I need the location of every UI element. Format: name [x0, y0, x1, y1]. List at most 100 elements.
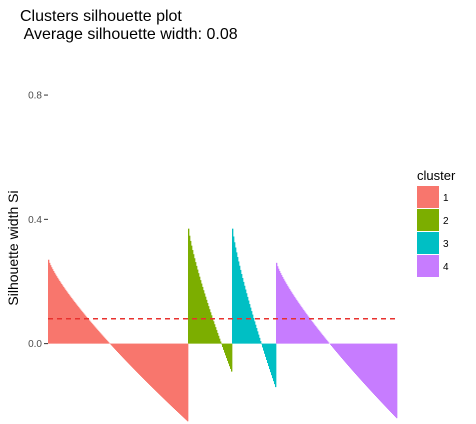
- silhouette-bar-cluster-4: [304, 311, 306, 344]
- silhouette-bar-cluster-2: [222, 343, 224, 348]
- silhouette-bar-cluster-1: [86, 316, 88, 344]
- silhouette-bar-cluster-4: [376, 343, 378, 398]
- silhouette-bar-cluster-4: [288, 287, 290, 344]
- silhouette-bar-cluster-2: [223, 343, 225, 350]
- silhouette-bar-cluster-1: [179, 343, 181, 414]
- silhouette-bar-cluster-1: [168, 343, 170, 404]
- silhouette-bar-cluster-1: [148, 343, 150, 384]
- silhouette-bar-cluster-2: [190, 240, 192, 344]
- silhouette-bar-cluster-2: [197, 269, 199, 344]
- silhouette-bar-cluster-1: [135, 343, 137, 371]
- silhouette-bar-cluster-1: [104, 337, 106, 344]
- silhouette-bar-cluster-1: [125, 343, 127, 361]
- silhouette-bar-cluster-1: [129, 343, 131, 365]
- silhouette-bar-cluster-1: [73, 300, 75, 344]
- silhouette-bar-cluster-4: [295, 298, 297, 344]
- silhouette-bar-cluster-4: [336, 343, 338, 353]
- silhouette-bar-cluster-1: [71, 298, 73, 344]
- silhouette-bar-cluster-1: [144, 343, 146, 380]
- silhouette-bar-cluster-1: [145, 343, 147, 381]
- silhouette-bar-cluster-4: [342, 343, 344, 360]
- silhouette-bar-cluster-4: [380, 343, 382, 402]
- silhouette-bar-cluster-3: [251, 311, 253, 344]
- silhouette-bar-cluster-3: [273, 343, 275, 382]
- silhouette-bar-cluster-4: [371, 343, 373, 392]
- silhouette-bar-cluster-4: [361, 343, 363, 381]
- chart-title-line-1: Clusters silhouette plot: [20, 8, 182, 25]
- silhouette-bar-cluster-4: [327, 341, 329, 344]
- silhouette-bar-cluster-1: [133, 343, 135, 369]
- silhouette-bar-cluster-1: [183, 343, 185, 418]
- silhouette-bar-cluster-4: [332, 343, 334, 348]
- silhouette-bar-cluster-1: [72, 299, 74, 344]
- silhouette-bar-cluster-2: [221, 343, 223, 345]
- silhouette-bar-cluster-4: [363, 343, 365, 383]
- y-axis: 0.0 0.4 0.8: [28, 91, 48, 350]
- silhouette-bar-cluster-1: [66, 291, 68, 344]
- silhouette-bar-cluster-2: [230, 343, 232, 369]
- silhouette-bar-cluster-2: [196, 265, 198, 344]
- silhouette-bar-cluster-3: [263, 343, 265, 351]
- silhouette-bar-cluster-1: [130, 343, 132, 366]
- silhouette-bar-cluster-3: [272, 343, 274, 379]
- silhouette-bar-cluster-1: [65, 289, 67, 344]
- y-tick-label: 0.8: [28, 91, 42, 102]
- silhouette-bar-cluster-2: [219, 338, 221, 344]
- silhouette-bar-cluster-4: [338, 343, 340, 355]
- silhouette-bar-cluster-3: [268, 343, 270, 367]
- silhouette-bar-cluster-1: [167, 343, 169, 403]
- silhouette-bar-cluster-2: [208, 306, 210, 344]
- silhouette-bar-cluster-1: [119, 343, 121, 355]
- silhouette-bar-cluster-1: [164, 343, 166, 400]
- legend: cluster 1 2 3 4: [417, 168, 456, 277]
- silhouette-bar-cluster-4: [346, 343, 348, 364]
- silhouette-bar-cluster-1: [100, 333, 102, 344]
- silhouette-bar-cluster-4: [359, 343, 361, 379]
- silhouette-bar-cluster-4: [365, 343, 367, 386]
- silhouette-bar-cluster-4: [348, 343, 350, 367]
- silhouette-bar-cluster-4: [335, 343, 337, 351]
- silhouette-bar-cluster-4: [324, 337, 326, 344]
- silhouette-bar-cluster-4: [279, 270, 281, 344]
- silhouette-bar-cluster-4: [281, 275, 283, 344]
- silhouette-bar-cluster-1: [85, 315, 87, 344]
- silhouette-bar-cluster-4: [372, 343, 374, 393]
- silhouette-bar-cluster-2: [193, 254, 195, 344]
- silhouette-bar-cluster-4: [285, 282, 287, 344]
- silhouette-bar-cluster-4: [339, 343, 341, 356]
- silhouette-bar-cluster-4: [386, 343, 388, 408]
- silhouette-bar-cluster-1: [88, 319, 90, 344]
- silhouette-bar-cluster-1: [70, 296, 72, 344]
- silhouette-bar-cluster-4: [390, 343, 392, 412]
- silhouette-bar-cluster-2: [198, 273, 200, 344]
- silhouette-bar-cluster-4: [277, 266, 279, 344]
- silhouette-bar-cluster-2: [220, 341, 222, 344]
- silhouette-bar-cluster-1: [136, 343, 138, 372]
- silhouette-bar-cluster-4: [323, 336, 325, 344]
- y-tick-label: 0.0: [28, 339, 42, 350]
- silhouette-bar-cluster-1: [79, 308, 81, 344]
- silhouette-bar-cluster-1: [92, 324, 94, 344]
- silhouette-bar-cluster-4: [316, 327, 318, 344]
- silhouette-bar-cluster-3: [266, 343, 268, 360]
- silhouette-bar-cluster-4: [388, 343, 390, 410]
- silhouette-bar-cluster-4: [303, 309, 305, 344]
- silhouette-bar-cluster-1: [142, 343, 144, 378]
- silhouette-bar-cluster-1: [107, 341, 109, 344]
- silhouette-bar-cluster-4: [377, 343, 379, 399]
- silhouette-bar-cluster-1: [132, 343, 134, 368]
- silhouette-bar-cluster-1: [177, 343, 179, 412]
- silhouette-bar-cluster-4: [367, 343, 369, 388]
- silhouette-bar-cluster-2: [228, 343, 230, 364]
- silhouette-bar-cluster-4: [318, 329, 320, 344]
- silhouette-bar-cluster-4: [297, 301, 299, 344]
- silhouette-bar-cluster-1: [74, 301, 76, 344]
- silhouette-bar-cluster-4: [286, 284, 288, 344]
- silhouette-bar-cluster-4: [312, 322, 314, 344]
- silhouette-bar-cluster-3: [243, 281, 245, 344]
- silhouette-bar-cluster-1: [84, 314, 86, 344]
- silhouette-bar-cluster-4: [343, 343, 345, 361]
- silhouette-bar-cluster-4: [300, 305, 302, 344]
- silhouette-bar-cluster-1: [139, 343, 141, 375]
